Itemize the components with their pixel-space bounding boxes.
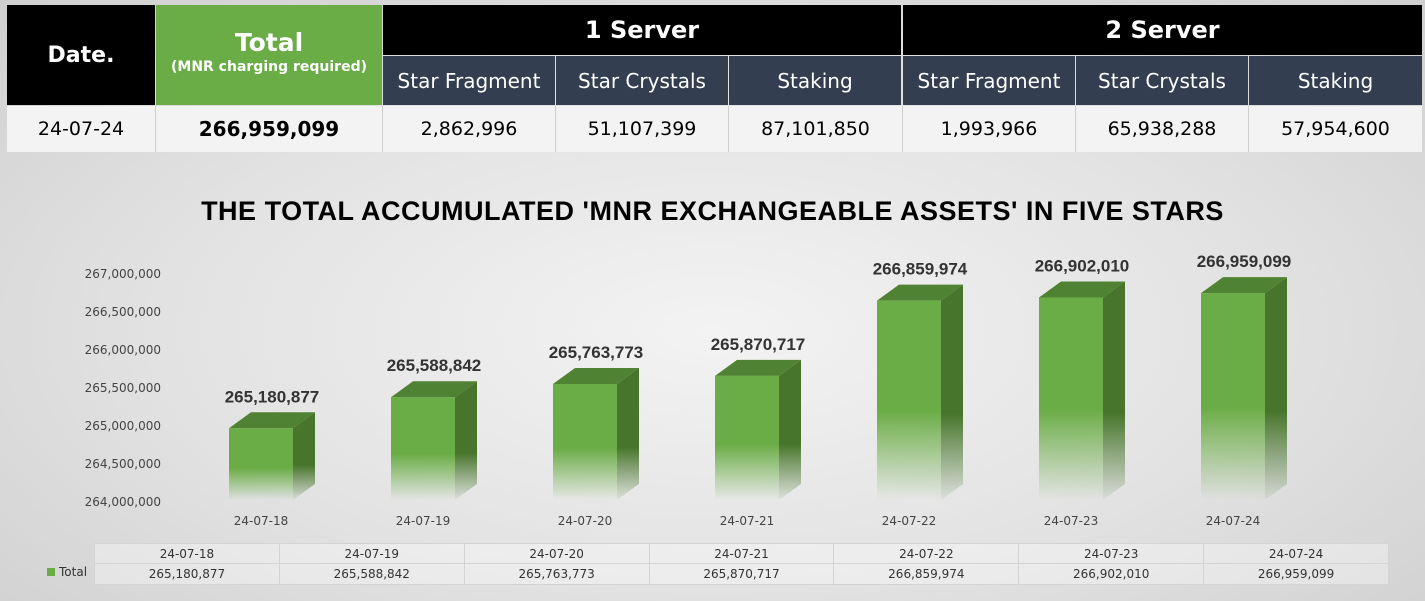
total-header-subtitle: (MNR charging required) xyxy=(170,59,367,75)
bar-top xyxy=(715,359,801,376)
total-header: Total (MNR charging required) xyxy=(156,5,382,105)
row-s1-star-crystals: 51,107,399 xyxy=(556,106,729,152)
chart-title: THE TOTAL ACCUMULATED 'MNR EXCHANGEABLE … xyxy=(201,196,1224,226)
data-table-legend: Total xyxy=(47,565,87,579)
data-table-header: 24-07-18 xyxy=(94,543,280,564)
bar-side xyxy=(941,284,963,500)
x-axis: 24-07-18 24-07-19 24-07-20 24-07-21 24-07-22… xyxy=(234,514,1260,528)
x-tick-label: 24-07-19 xyxy=(396,514,450,528)
bar-front xyxy=(715,375,779,500)
bar-side xyxy=(779,359,801,500)
y-tick-label: 266,000,000 xyxy=(85,343,161,357)
x-tick-label: 24-07-23 xyxy=(1044,514,1098,528)
data-table-value: 265,763,773 xyxy=(463,563,650,585)
bar-top xyxy=(229,412,315,429)
server1-header: 1 Server xyxy=(383,5,901,55)
data-table-value: 265,180,877 xyxy=(94,563,280,585)
chart-data-table: 24-07-18 265,180,877 24-07-19 265,588,842 24… xyxy=(94,543,1389,585)
y-tick-label: 265,500,000 xyxy=(85,381,161,395)
data-table-header: 24-07-22 xyxy=(833,543,1020,564)
server1-header-label: 1 Server xyxy=(584,16,700,44)
total-header-label: Total xyxy=(234,28,304,57)
bar-top xyxy=(1201,277,1287,294)
row-s2-star-fragment: 1,993,966 xyxy=(903,106,1076,152)
data-label: 265,180,877 xyxy=(225,387,320,406)
x-tick-label: 24-07-18 xyxy=(234,514,288,528)
bar-front xyxy=(391,397,455,500)
data-label: 266,959,099 xyxy=(1197,252,1292,271)
legend-swatch xyxy=(47,568,55,576)
row-total: 266,959,099 xyxy=(156,106,383,152)
y-tick-label: 267,000,000 xyxy=(85,267,161,281)
bar-side xyxy=(293,412,315,500)
y-tick-label: 264,500,000 xyxy=(85,457,161,471)
bar-side xyxy=(1103,281,1125,500)
y-axis: 264,000,000 264,500,000 265,000,000 265,500… xyxy=(85,267,161,509)
bar-side xyxy=(455,381,477,500)
data-table-header: 24-07-23 xyxy=(1018,543,1205,564)
row-s2-staking: 57,954,600 xyxy=(1249,106,1422,152)
bar-24-07-18 xyxy=(229,412,315,500)
sub-header-s1-staking: Staking xyxy=(729,56,901,105)
data-table-value: 265,588,842 xyxy=(278,563,465,585)
date-header-label: Date. xyxy=(47,42,115,68)
data-label: 266,859,974 xyxy=(873,260,968,279)
bar-24-07-20 xyxy=(553,367,639,500)
bar-side xyxy=(617,367,639,500)
bar-top xyxy=(391,381,477,398)
sub-header-s2-star-fragment: Star Fragment xyxy=(903,56,1075,105)
summary-table: Date. Total (MNR charging required) 1 Se… xyxy=(7,5,1422,152)
bar-24-07-23 xyxy=(1039,281,1125,500)
row-date: 24-07-24 xyxy=(7,106,156,152)
data-table-value: 266,859,974 xyxy=(833,563,1020,585)
bar-front xyxy=(1039,297,1103,500)
bar-top xyxy=(877,284,963,301)
bar-24-07-19 xyxy=(391,381,477,500)
bar-24-07-24 xyxy=(1201,277,1287,500)
sub-header-s2-star-crystals: Star Crystals xyxy=(1076,56,1248,105)
data-table-header: 24-07-20 xyxy=(463,543,650,564)
row-s1-staking: 87,101,850 xyxy=(729,106,903,152)
x-tick-label: 24-07-21 xyxy=(720,514,774,528)
bar-front xyxy=(229,428,293,500)
bar-front xyxy=(553,383,617,500)
sub-header-s1-star-fragment: Star Fragment xyxy=(383,56,555,105)
bar-side xyxy=(1265,277,1287,500)
server2-header-label: 2 Server xyxy=(1105,16,1220,44)
data-label: 265,588,842 xyxy=(387,356,482,375)
data-label: 266,902,010 xyxy=(1035,256,1130,275)
y-tick-label: 266,500,000 xyxy=(85,305,161,319)
row-s1-star-fragment: 2,862,996 xyxy=(383,106,556,152)
x-tick-label: 24-07-22 xyxy=(882,514,936,528)
data-label: 265,870,717 xyxy=(711,335,806,354)
row-s2-star-crystals: 65,938,288 xyxy=(1076,106,1249,152)
bar-top xyxy=(553,367,639,384)
legend-label: Total xyxy=(59,565,88,579)
data-table-value: 265,870,717 xyxy=(648,563,835,585)
data-table-header: 24-07-19 xyxy=(278,543,465,564)
server2-header: 2 Server xyxy=(903,5,1422,55)
x-tick-label: 24-07-20 xyxy=(558,514,612,528)
y-tick-label: 265,000,000 xyxy=(85,419,161,433)
data-table-value: 266,902,010 xyxy=(1018,563,1205,585)
bars: 265,180,877 265,588,842 265,763,773 265,870… xyxy=(225,252,1292,500)
sub-header-s1-star-crystals: Star Crystals xyxy=(556,56,728,105)
data-table-header: 24-07-24 xyxy=(1203,543,1389,564)
sub-header-s2-staking: Staking xyxy=(1249,56,1422,105)
bar-front xyxy=(1201,293,1265,500)
data-table-value: 266,959,099 xyxy=(1203,563,1389,585)
date-header: Date. xyxy=(7,5,155,105)
x-tick-label: 24-07-24 xyxy=(1206,514,1260,528)
bar-top xyxy=(1039,281,1125,298)
bar-front xyxy=(877,300,941,500)
data-table-header: 24-07-21 xyxy=(648,543,835,564)
bar-24-07-22 xyxy=(877,284,963,500)
bar-24-07-21 xyxy=(715,359,801,500)
data-label: 265,763,773 xyxy=(549,343,644,362)
y-tick-label: 264,000,000 xyxy=(85,495,161,509)
